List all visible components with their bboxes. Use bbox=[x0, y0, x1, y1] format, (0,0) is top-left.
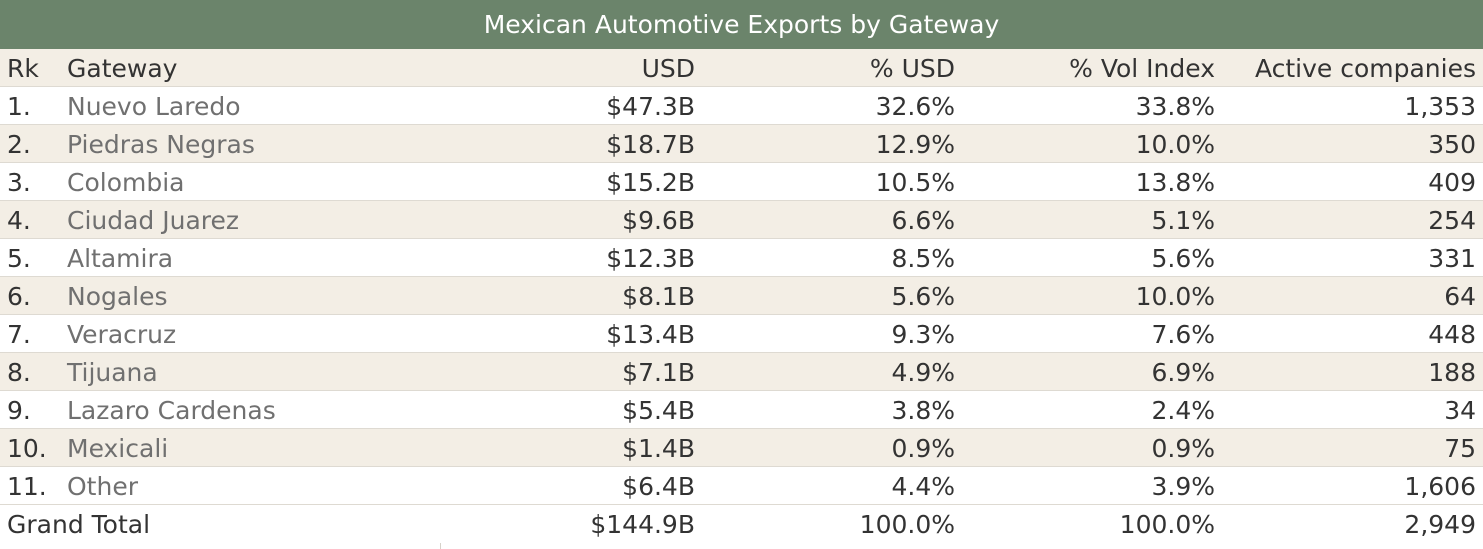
row-active-companies: 1,353 bbox=[1404, 92, 1476, 121]
row-pct-usd: 12.9% bbox=[875, 130, 955, 159]
row-active-companies: 448 bbox=[1428, 320, 1476, 349]
row-rank: 4. bbox=[7, 206, 31, 235]
row-pct-vol: 5.6% bbox=[1151, 244, 1215, 273]
row-usd: $6.4B bbox=[622, 472, 695, 501]
row-usd: $7.1B bbox=[622, 358, 695, 387]
row-usd: $8.1B bbox=[622, 282, 695, 311]
exports-table: Rk Gateway USD % USD % Vol Index Active … bbox=[0, 49, 1483, 549]
row-rank: 10. bbox=[7, 434, 47, 463]
row-usd: $47.3B bbox=[606, 92, 695, 121]
row-rank: 9. bbox=[7, 396, 31, 425]
row-gateway: Piedras Negras bbox=[67, 130, 255, 159]
table-row: 9. Lazaro Cardenas $5.4B 3.8% 2.4% 34 bbox=[0, 391, 1483, 429]
row-rank: 2. bbox=[7, 130, 31, 159]
row-pct-usd: 32.6% bbox=[875, 92, 955, 121]
table-row: 3. Colombia $15.2B 10.5% 13.8% 409 bbox=[0, 163, 1483, 201]
header-pct-vol: % Vol Index bbox=[1069, 54, 1215, 83]
row-active-companies: 1,606 bbox=[1404, 472, 1476, 501]
grand-total-row: Grand Total $144.9B 100.0% 100.0% 2,949 bbox=[0, 505, 1483, 543]
row-gateway: Lazaro Cardenas bbox=[67, 396, 276, 425]
row-gateway: Colombia bbox=[67, 168, 185, 197]
table-row: 4. Ciudad Juarez $9.6B 6.6% 5.1% 254 bbox=[0, 201, 1483, 239]
row-usd: $13.4B bbox=[606, 320, 695, 349]
row-active-companies: 75 bbox=[1444, 434, 1476, 463]
table-row: 10. Mexicali $1.4B 0.9% 0.9% 75 bbox=[0, 429, 1483, 467]
table-row: 8. Tijuana $7.1B 4.9% 6.9% 188 bbox=[0, 353, 1483, 391]
total-active-companies: 2,949 bbox=[1404, 510, 1476, 539]
row-pct-usd: 4.4% bbox=[891, 472, 955, 501]
row-gateway: Tijuana bbox=[67, 358, 158, 387]
row-pct-vol: 5.1% bbox=[1151, 206, 1215, 235]
row-pct-vol: 13.8% bbox=[1135, 168, 1215, 197]
row-rank: 1. bbox=[7, 92, 31, 121]
row-pct-usd: 8.5% bbox=[891, 244, 955, 273]
row-pct-vol: 3.9% bbox=[1151, 472, 1215, 501]
row-active-companies: 34 bbox=[1444, 396, 1476, 425]
header-rank: Rk bbox=[7, 54, 39, 83]
row-pct-vol: 10.0% bbox=[1135, 130, 1215, 159]
row-pct-usd: 10.5% bbox=[875, 168, 955, 197]
row-active-companies: 409 bbox=[1428, 168, 1476, 197]
row-rank: 6. bbox=[7, 282, 31, 311]
row-pct-usd: 4.9% bbox=[891, 358, 955, 387]
row-gateway: Veracruz bbox=[67, 320, 177, 349]
header-row: Rk Gateway USD % USD % Vol Index Active … bbox=[0, 49, 1483, 87]
header-gateway: Gateway bbox=[67, 54, 178, 83]
table-row: 11. Other $6.4B 4.4% 3.9% 1,606 bbox=[0, 467, 1483, 505]
row-usd: $9.6B bbox=[622, 206, 695, 235]
row-gateway: Ciudad Juarez bbox=[67, 206, 240, 235]
row-usd: $12.3B bbox=[606, 244, 695, 273]
row-usd: $5.4B bbox=[622, 396, 695, 425]
row-pct-vol: 0.9% bbox=[1151, 434, 1215, 463]
row-rank: 7. bbox=[7, 320, 31, 349]
row-usd: $1.4B bbox=[622, 434, 695, 463]
row-pct-vol: 10.0% bbox=[1135, 282, 1215, 311]
header-active-companies: Active companies bbox=[1254, 54, 1476, 83]
total-pct-vol: 100.0% bbox=[1119, 510, 1215, 539]
row-rank: 8. bbox=[7, 358, 31, 387]
row-pct-usd: 3.8% bbox=[891, 396, 955, 425]
row-gateway: Nogales bbox=[67, 282, 168, 311]
table-row: 6. Nogales $8.1B 5.6% 10.0% 64 bbox=[0, 277, 1483, 315]
table-row: 2. Piedras Negras $18.7B 12.9% 10.0% 350 bbox=[0, 125, 1483, 163]
row-pct-vol: 7.6% bbox=[1151, 320, 1215, 349]
header-pct-usd: % USD bbox=[869, 54, 955, 83]
row-rank: 11. bbox=[7, 472, 47, 501]
table-title: Mexican Automotive Exports by Gateway bbox=[0, 0, 1483, 49]
row-pct-vol: 33.8% bbox=[1135, 92, 1215, 121]
row-pct-usd: 6.6% bbox=[891, 206, 955, 235]
total-label: Grand Total bbox=[7, 510, 151, 539]
row-rank: 3. bbox=[7, 168, 31, 197]
row-pct-vol: 6.9% bbox=[1151, 358, 1215, 387]
row-gateway: Other bbox=[67, 472, 138, 501]
row-active-companies: 350 bbox=[1428, 130, 1476, 159]
row-active-companies: 188 bbox=[1428, 358, 1476, 387]
row-usd: $18.7B bbox=[606, 130, 695, 159]
row-active-companies: 254 bbox=[1428, 206, 1476, 235]
row-rank: 5. bbox=[7, 244, 31, 273]
row-active-companies: 331 bbox=[1428, 244, 1476, 273]
row-pct-vol: 2.4% bbox=[1151, 396, 1215, 425]
total-pct-usd: 100.0% bbox=[859, 510, 955, 539]
row-gateway: Mexicali bbox=[67, 434, 169, 463]
row-pct-usd: 9.3% bbox=[891, 320, 955, 349]
total-usd: $144.9B bbox=[590, 510, 695, 539]
table-row: 5. Altamira $12.3B 8.5% 5.6% 331 bbox=[0, 239, 1483, 277]
row-gateway: Nuevo Laredo bbox=[67, 92, 241, 121]
row-pct-usd: 5.6% bbox=[891, 282, 955, 311]
table-row: 1. Nuevo Laredo $47.3B 32.6% 33.8% 1,353 bbox=[0, 87, 1483, 125]
row-usd: $15.2B bbox=[606, 168, 695, 197]
row-pct-usd: 0.9% bbox=[891, 434, 955, 463]
header-usd: USD bbox=[641, 54, 695, 83]
row-active-companies: 64 bbox=[1444, 282, 1476, 311]
row-gateway: Altamira bbox=[67, 244, 174, 273]
table-row: 7. Veracruz $13.4B 9.3% 7.6% 448 bbox=[0, 315, 1483, 353]
